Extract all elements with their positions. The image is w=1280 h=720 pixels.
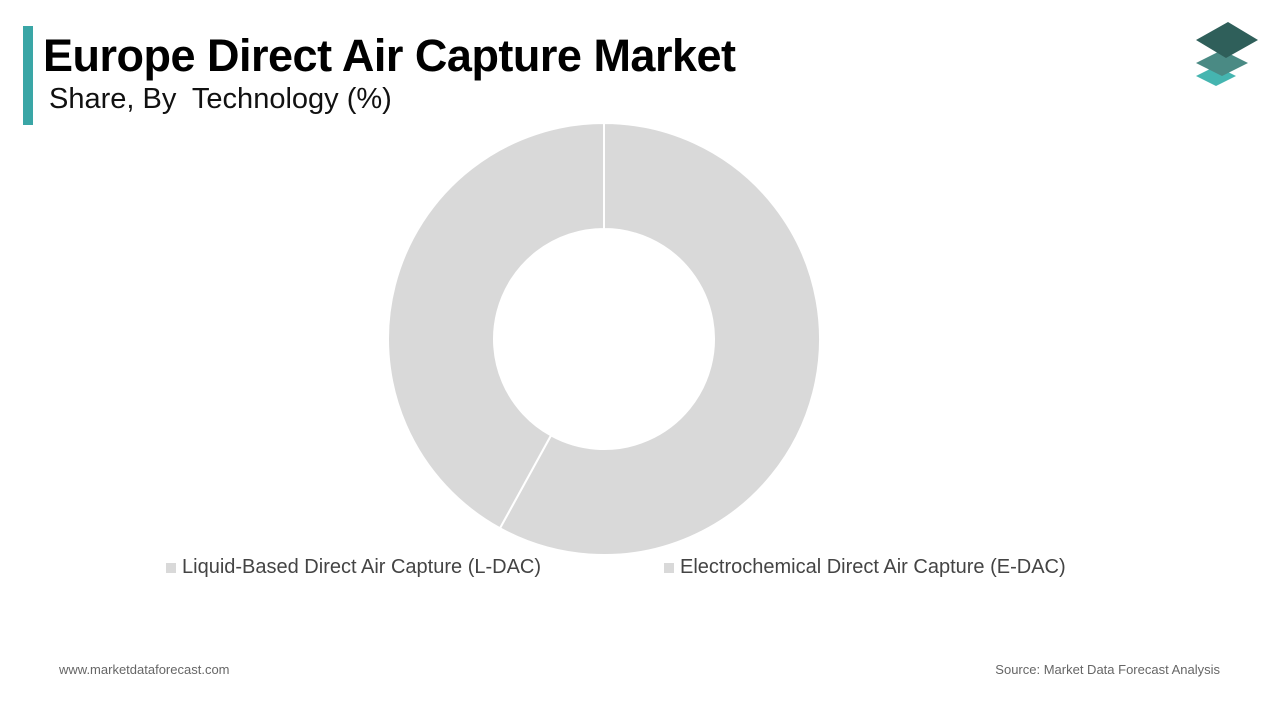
footer-website: www.marketdataforecast.com <box>59 662 230 677</box>
donut-slice-1 <box>387 121 605 530</box>
chart-subtitle: Share, By Technology (%) <box>49 83 392 115</box>
title-accent-bar <box>23 26 33 125</box>
legend-swatch-e-dac <box>664 562 674 573</box>
chart-legend: Liquid-Based Direct Air Capture (L-DAC) … <box>0 556 1280 584</box>
stacked-layers-logo-icon <box>1196 22 1258 86</box>
logo-layer-middle <box>1196 50 1248 76</box>
donut-slice-0 <box>498 121 821 556</box>
legend-item-e-dac: Electrochemical Direct Air Capture (E-DA… <box>664 556 1066 579</box>
donut-slices <box>387 121 821 556</box>
footer-source: Source: Market Data Forecast Analysis <box>995 662 1220 677</box>
legend-item-l-dac: Liquid-Based Direct Air Capture (L-DAC) <box>166 556 541 579</box>
logo-layer-top <box>1196 22 1258 58</box>
legend-label-e-dac: Electrochemical Direct Air Capture (E-DA… <box>680 556 1066 578</box>
legend-swatch-l-dac <box>166 562 176 573</box>
legend-label-l-dac: Liquid-Based Direct Air Capture (L-DAC) <box>182 556 542 578</box>
chart-title: Europe Direct Air Capture Market <box>43 30 736 81</box>
